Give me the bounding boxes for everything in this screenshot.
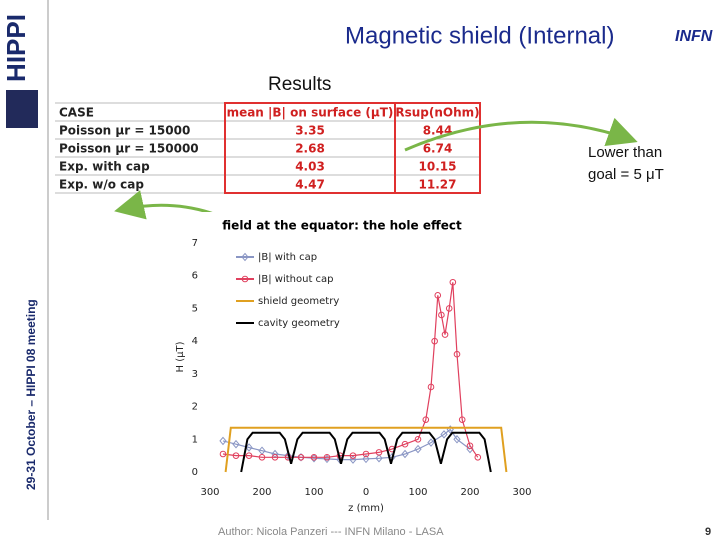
point bbox=[414, 435, 422, 443]
point bbox=[310, 453, 318, 461]
point bbox=[441, 331, 449, 338]
table-cell: Poisson μr = 15000 bbox=[59, 124, 190, 138]
point bbox=[284, 451, 292, 460]
point bbox=[466, 442, 474, 450]
series-line bbox=[224, 426, 508, 473]
point bbox=[431, 337, 438, 345]
table-cell: 2.68 bbox=[295, 142, 325, 156]
series-line bbox=[240, 431, 492, 473]
results-table: CASE mean |B| on surface (μT) Rsup(nOhm) Po… bbox=[55, 102, 481, 194]
y-tick-label: 0 bbox=[192, 467, 198, 478]
logo-right: INFN bbox=[675, 28, 713, 45]
table-cell: Exp. w/o cap bbox=[59, 178, 144, 192]
x-tick-label: 100 bbox=[304, 487, 323, 498]
point bbox=[297, 453, 305, 462]
x-tick-label: 200 bbox=[252, 487, 271, 498]
side-text: 29-31 October – HIPPI 08 meeting bbox=[24, 299, 38, 490]
legend-marker bbox=[241, 252, 249, 262]
series-line bbox=[222, 282, 479, 458]
point bbox=[434, 292, 442, 299]
point bbox=[232, 452, 240, 459]
y-tick-label: 4 bbox=[192, 336, 198, 347]
y-tick-label: 3 bbox=[192, 369, 198, 380]
series-line bbox=[222, 428, 471, 461]
point bbox=[474, 453, 482, 461]
point bbox=[401, 440, 409, 448]
point bbox=[453, 435, 461, 444]
page-number: 9 bbox=[705, 526, 711, 538]
point bbox=[323, 453, 331, 461]
table-cell: Poisson μr = 150000 bbox=[59, 142, 199, 156]
point bbox=[349, 455, 357, 464]
x-tick-label: 200 bbox=[460, 487, 479, 498]
arrow bbox=[404, 117, 638, 152]
point bbox=[375, 449, 383, 456]
y-tick-label: 2 bbox=[192, 402, 198, 413]
point bbox=[427, 438, 435, 447]
legend-box bbox=[228, 245, 348, 333]
point bbox=[362, 450, 370, 458]
table-header: CASE bbox=[59, 106, 94, 120]
section-title: Results bbox=[268, 74, 331, 95]
point bbox=[258, 453, 266, 461]
logo-left: HIPPI bbox=[1, 14, 31, 82]
point bbox=[449, 278, 457, 286]
point bbox=[458, 416, 466, 423]
x-tick-label: 300 bbox=[200, 487, 219, 498]
point bbox=[349, 452, 357, 459]
point bbox=[271, 453, 279, 461]
callout-line: Lower than bbox=[588, 144, 662, 161]
table-header: mean |B| on surface (μT) bbox=[227, 106, 394, 120]
logo-image bbox=[6, 90, 38, 128]
table-cell: 10.15 bbox=[419, 160, 457, 174]
point bbox=[245, 452, 253, 459]
y-axis-label: H (μT) bbox=[175, 341, 186, 372]
y-tick-label: 1 bbox=[192, 434, 198, 445]
table-cell: 4.03 bbox=[295, 160, 325, 174]
callout-line: goal = 5 μT bbox=[588, 166, 664, 183]
point bbox=[232, 439, 240, 449]
table-cell: 3.35 bbox=[295, 124, 325, 138]
y-tick-label: 6 bbox=[192, 271, 198, 282]
point bbox=[438, 311, 445, 319]
point bbox=[375, 453, 383, 463]
point bbox=[219, 436, 227, 446]
point bbox=[401, 449, 409, 459]
point bbox=[297, 453, 305, 461]
table-cell: 11.27 bbox=[419, 178, 457, 192]
point bbox=[422, 416, 430, 423]
x-tick-label: 300 bbox=[512, 487, 531, 498]
table-cell: Exp. with cap bbox=[59, 160, 150, 174]
point bbox=[362, 454, 370, 464]
y-tick-label: 5 bbox=[192, 303, 198, 314]
x-tick-label: 100 bbox=[408, 487, 427, 498]
y-tick-label: 7 bbox=[192, 238, 198, 249]
slide-title: Magnetic shield (Internal) bbox=[345, 22, 614, 49]
footer-author: Author: Nicola Panzeri --- INFN Milano -… bbox=[218, 526, 444, 538]
point bbox=[445, 305, 453, 312]
point bbox=[219, 450, 227, 458]
table-cell: 6.74 bbox=[423, 142, 453, 156]
chart-title: field at the equator: the hole effect bbox=[222, 219, 462, 233]
point bbox=[414, 444, 422, 454]
chart: field at the equator: the hole effect 0 1 2… bbox=[150, 212, 540, 517]
x-tick-label: 0 bbox=[363, 487, 369, 498]
legend-marker bbox=[241, 275, 249, 283]
highlight-box bbox=[394, 102, 481, 194]
legend-label: shield geometry bbox=[258, 296, 339, 307]
table-header: Rsup(nOhm) bbox=[395, 106, 479, 120]
table-cell: 4.47 bbox=[295, 178, 325, 192]
legend-label: |B| with cap bbox=[258, 252, 317, 263]
legend-label: cavity geometry bbox=[258, 318, 340, 329]
x-axis-label: z (mm) bbox=[348, 503, 384, 514]
point bbox=[453, 350, 461, 358]
point bbox=[440, 430, 448, 439]
legend-label: |B| without cap bbox=[258, 274, 334, 285]
point bbox=[427, 383, 435, 391]
